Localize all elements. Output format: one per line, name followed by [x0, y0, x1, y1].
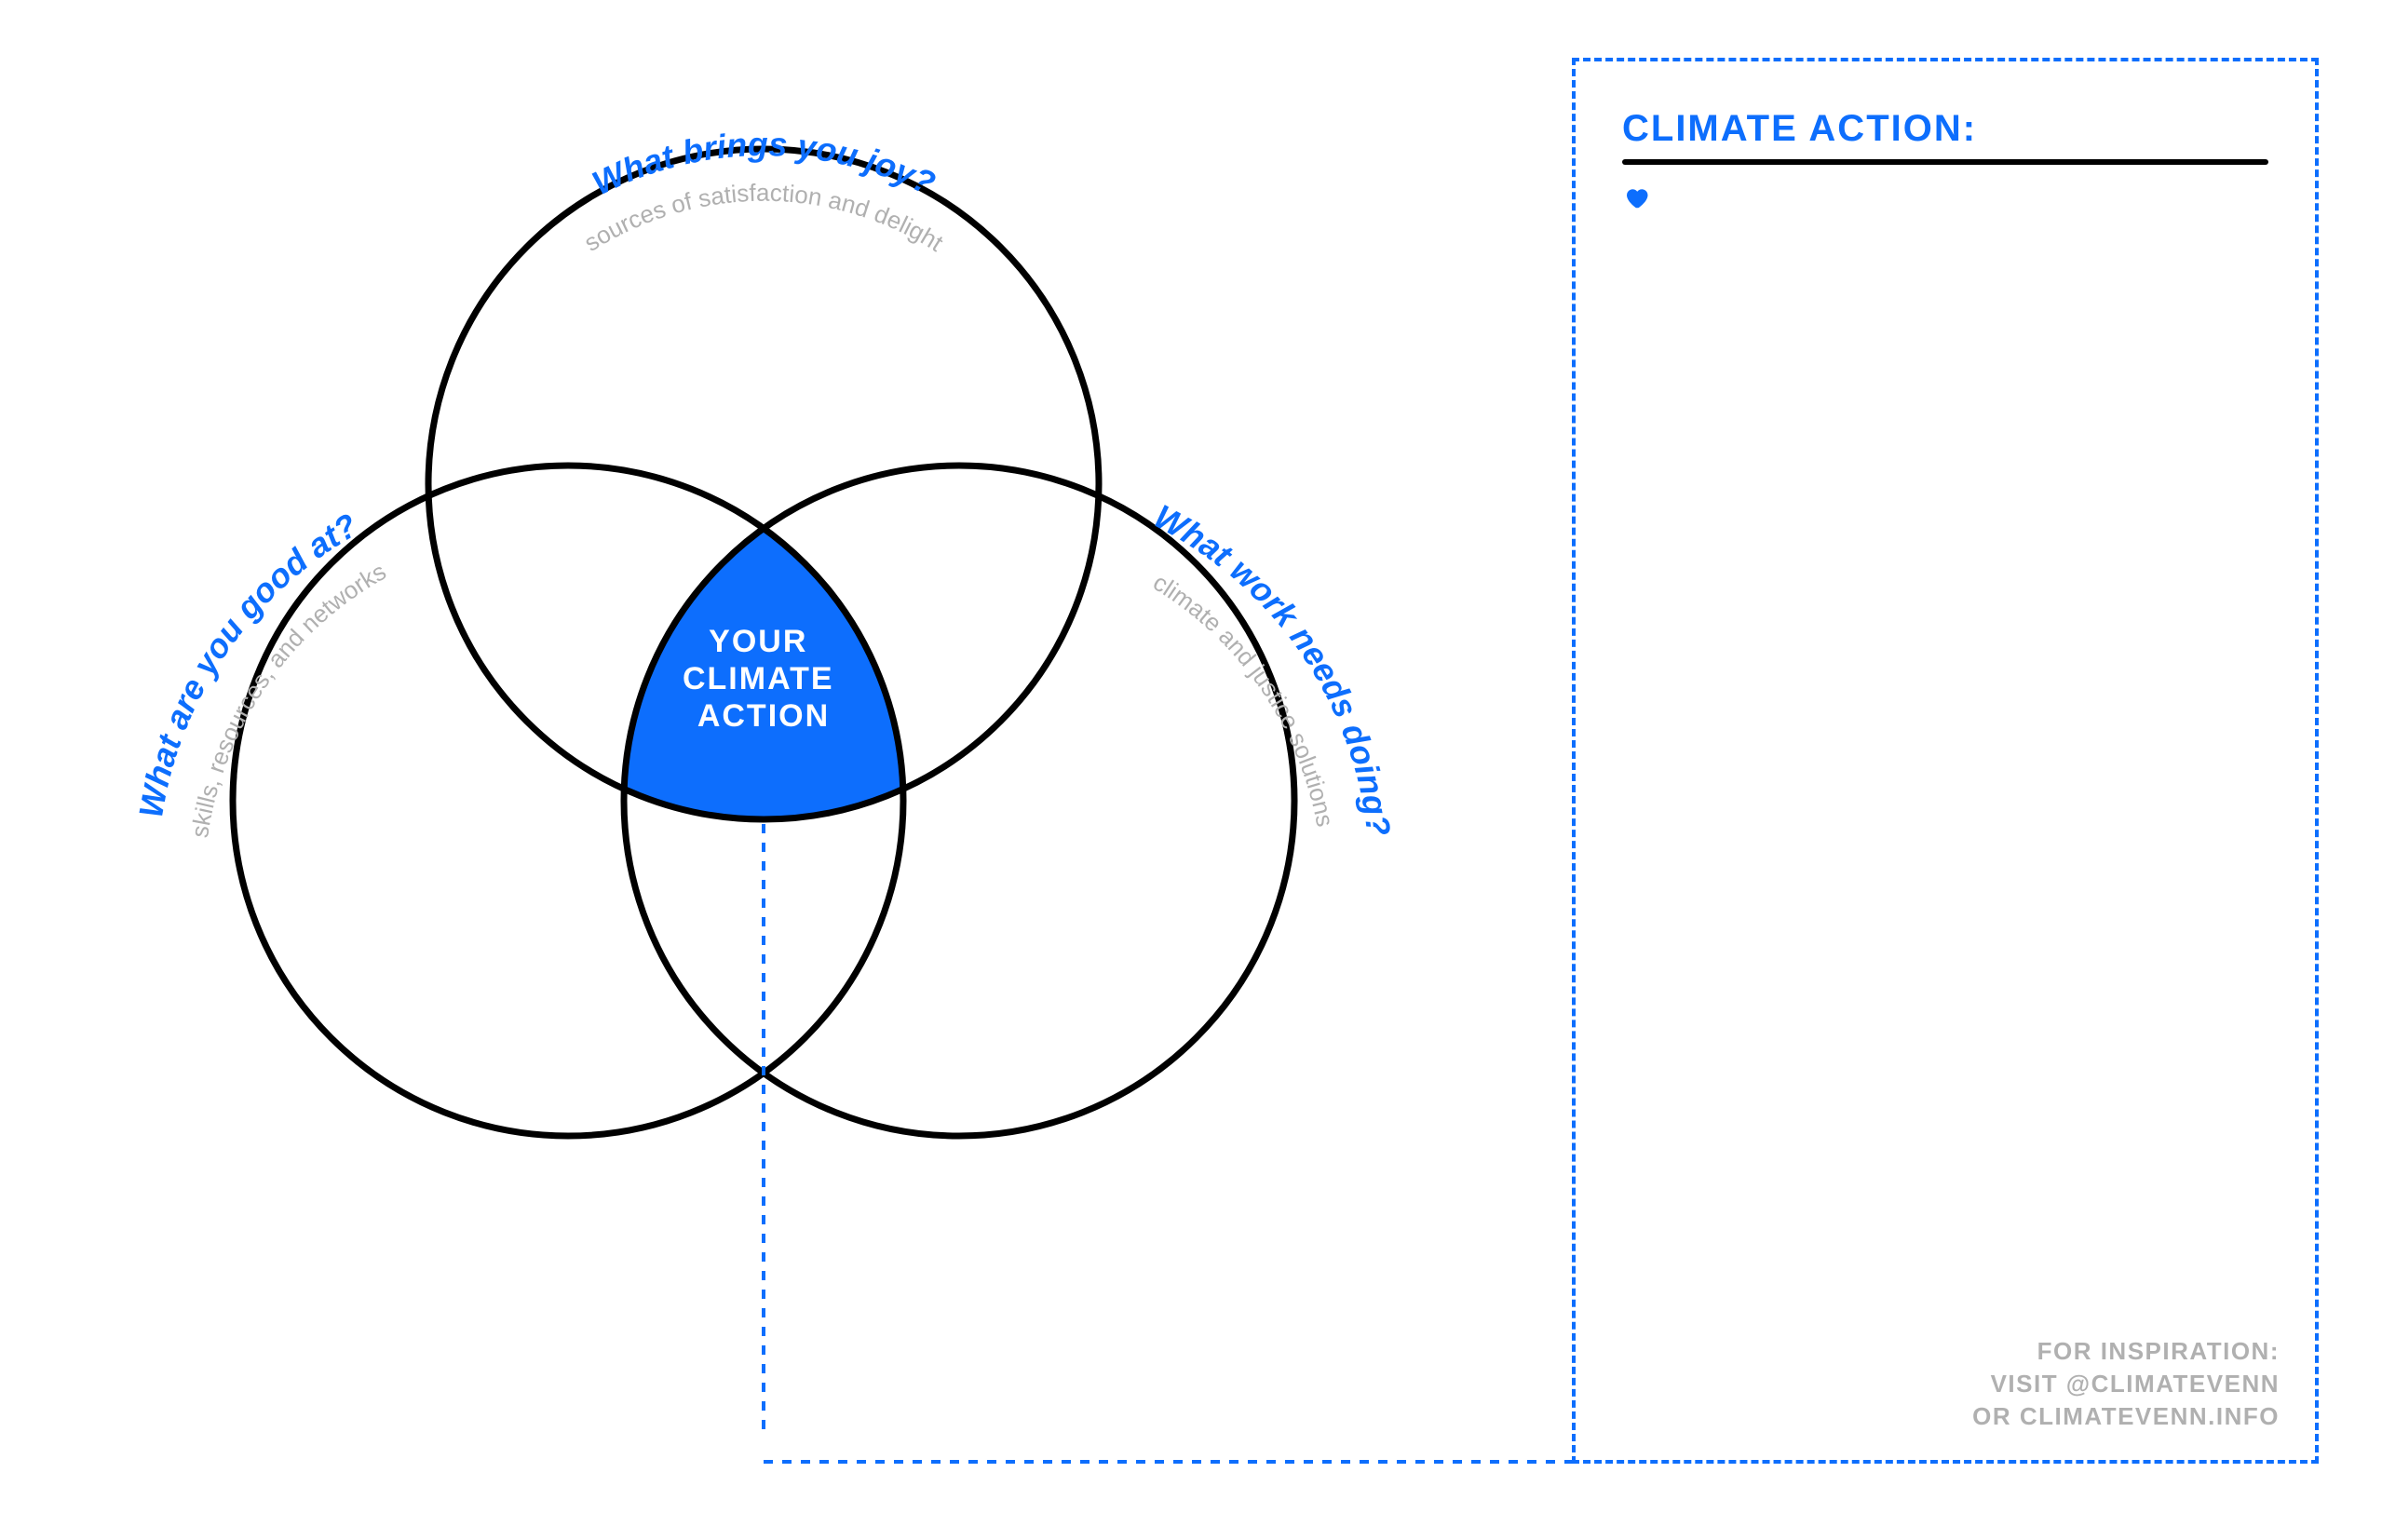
- inspiration-line-1: FOR INSPIRATION:: [1972, 1335, 2280, 1368]
- page-root: YOUR CLIMATE ACTION What brings you joy?…: [0, 0, 2382, 1540]
- heart-icon: [1622, 183, 2268, 216]
- venn-svg: YOUR CLIMATE ACTION What brings you joy?…: [65, 37, 1462, 1471]
- climate-action-box: CLIMATE ACTION:: [1572, 58, 2319, 1464]
- inspiration-footer: FOR INSPIRATION: VISIT @CLIMATEVENN OR C…: [1972, 1335, 2280, 1433]
- climate-action-title: CLIMATE ACTION:: [1622, 108, 2268, 150]
- venn-top-subtitle: sources of satisfaction and delight: [579, 179, 949, 258]
- venn-center-fill: [624, 466, 1294, 1136]
- inspiration-line-3: OR CLIMATEVENN.INFO: [1972, 1400, 2280, 1433]
- venn-right-question: What work needs doing?: [1148, 497, 1399, 838]
- venn-left-question: What are you good at?: [131, 506, 364, 820]
- inspiration-line-2: VISIT @CLIMATEVENN: [1972, 1368, 2280, 1400]
- climate-action-underline: [1622, 159, 2268, 165]
- dashed-connector: [752, 793, 775, 1429]
- venn-right-subtitle: climate and justice solutions: [1148, 568, 1339, 829]
- venn-diagram: YOUR CLIMATE ACTION What brings you joy?…: [65, 37, 1462, 1471]
- venn-left-subtitle: skills, resources, and networks: [185, 557, 390, 839]
